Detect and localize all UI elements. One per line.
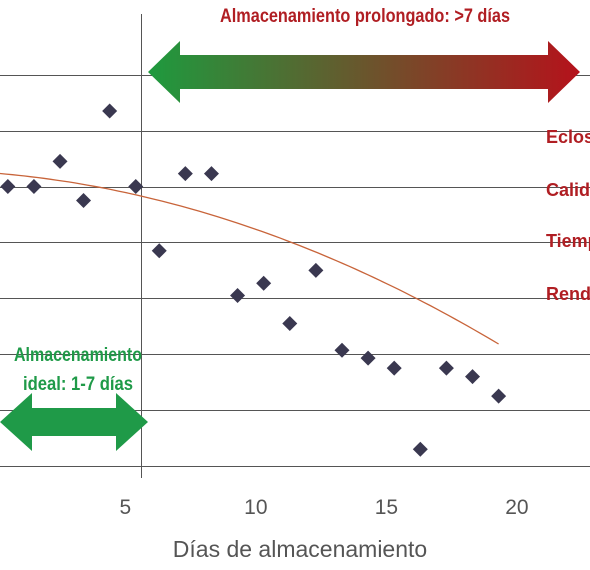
data-point (360, 350, 376, 366)
data-point (386, 360, 402, 376)
data-point (203, 166, 219, 182)
prolonged-annotation: Almacenamiento prolongado: >7 días (148, 6, 580, 103)
data-point (256, 275, 272, 291)
data-point (128, 179, 144, 195)
data-point (26, 179, 42, 195)
x-tick-label: 20 (505, 496, 528, 519)
x-axis-label: Días de almacenamiento (173, 536, 427, 562)
effects-labels: Eclosi Calida Tiemp Rendi (546, 127, 590, 304)
ideal-label-line1: Almacenamiento (14, 345, 142, 366)
ideal-annotation: Almacenamiento ideal: 1-7 días (0, 345, 148, 451)
data-point (0, 179, 16, 195)
prolonged-double-arrow (148, 41, 580, 103)
data-point (102, 103, 118, 119)
data-point (52, 153, 68, 169)
data-point (151, 243, 167, 259)
effect-label-quality: Calida (546, 180, 590, 200)
data-point (76, 192, 92, 208)
effect-label-yield: Rendi (546, 284, 590, 304)
effect-label-hatch: Eclosi (546, 127, 590, 147)
trendline (0, 172, 499, 345)
data-point (230, 288, 246, 304)
data-point (438, 360, 454, 376)
gridlines (0, 75, 590, 467)
x-tick-labels: 5 10 15 20 (119, 496, 528, 519)
x-tick-label: 10 (244, 496, 267, 519)
data-point (177, 166, 193, 182)
data-point (334, 342, 350, 358)
data-point (282, 315, 298, 331)
prolonged-label: Almacenamiento prolongado: >7 días (220, 6, 510, 27)
data-point (412, 441, 428, 457)
x-tick-label: 15 (375, 496, 398, 519)
effect-label-time: Tiemp (546, 231, 590, 251)
data-points (0, 103, 507, 457)
data-point (491, 388, 507, 404)
ideal-double-arrow (0, 393, 148, 451)
x-tick-label: 5 (119, 496, 131, 519)
ideal-label-line2: ideal: 1-7 días (23, 374, 133, 395)
data-point (308, 262, 324, 278)
data-point (465, 369, 481, 385)
